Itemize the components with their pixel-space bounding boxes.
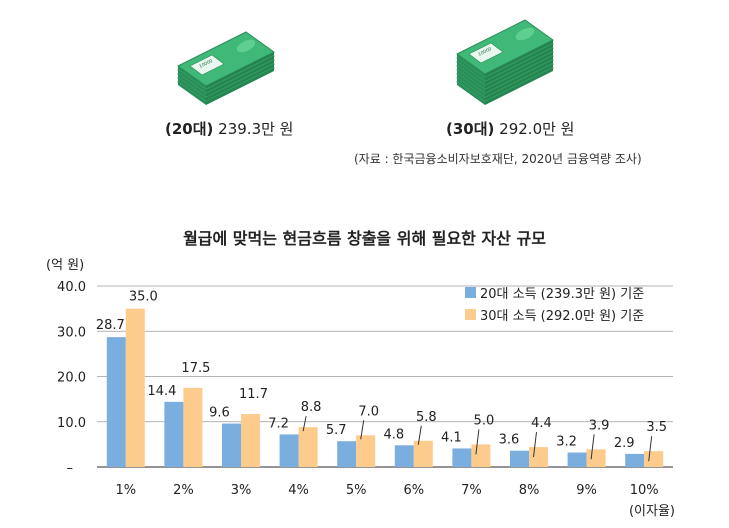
legend-label: 20대 소득 (239.3만 원) 기준 [480, 287, 644, 302]
y-tick-label: – [67, 461, 74, 476]
data-label-20s: 3.2 [556, 435, 577, 450]
y-tick-label: 40.0 [57, 280, 86, 295]
chart-title: 월급에 맞먹는 현금흐름 창출을 위해 필요한 자산 규모 [183, 229, 546, 248]
data-label-20s: 4.1 [441, 430, 462, 445]
caption-20s-value: 239.3만 원 [218, 120, 294, 138]
data-label-30s: 5.8 [416, 410, 437, 425]
bar-20s [394, 445, 414, 467]
bar-30s [586, 449, 606, 467]
bar-20s [452, 448, 472, 467]
data-label-20s: 14.4 [147, 384, 176, 399]
data-label-30s: 4.4 [531, 416, 552, 431]
caption-20s: (20대) 239.3만 원 [165, 118, 293, 139]
label-leader-line [360, 420, 365, 440]
bar-20s [106, 337, 126, 467]
data-label-30s: 35.0 [129, 290, 158, 305]
x-tick-label: 3% [231, 483, 252, 498]
data-label-30s: 5.0 [474, 413, 495, 428]
legend-label: 30대 소득 (292.0만 원) 기준 [480, 309, 644, 324]
bill-label: 10000 [477, 46, 493, 58]
data-label-20s: 3.6 [499, 433, 520, 448]
bar-30s [241, 414, 260, 467]
y-axis-label: (억 원) [46, 258, 84, 273]
caption-30s-label: (30대) [446, 120, 495, 138]
label-leader-line [590, 434, 595, 460]
bar-30s [529, 447, 548, 467]
caption-30s: (30대) 292.0만 원 [446, 118, 574, 139]
bar-30s [644, 451, 664, 467]
legend-swatch [465, 309, 476, 320]
x-tick-label: 4% [288, 483, 309, 498]
data-label-30s: 7.0 [358, 404, 379, 419]
label-leader-line [533, 432, 537, 458]
caption-20s-label: (20대) [165, 120, 214, 138]
caption-30s-value: 292.0만 원 [499, 120, 575, 138]
x-tick-label: 9% [576, 483, 597, 498]
x-tick-label: 2% [173, 483, 194, 498]
x-tick-label: 7% [461, 483, 482, 498]
bill-label: 10000 [198, 58, 214, 70]
source-note: (자료 : 한국금융소비자보호재단, 2020년 금융역량 조사) [354, 152, 642, 166]
x-tick-label: 5% [346, 483, 367, 498]
x-tick-label: 6% [403, 483, 424, 498]
y-tick-label: 10.0 [57, 416, 86, 431]
data-label-20s: 4.8 [383, 427, 404, 442]
data-label-30s: 11.7 [239, 387, 268, 402]
data-label-20s: 2.9 [614, 436, 635, 451]
bar-30s [125, 308, 145, 467]
bar-30s [471, 444, 491, 467]
data-label-20s: 7.2 [268, 416, 289, 431]
x-tick-label: 8% [519, 483, 540, 498]
label-leader-line [302, 416, 307, 432]
bar-20s [510, 450, 529, 467]
y-tick-label: 20.0 [57, 371, 86, 386]
label-leader-line [417, 425, 422, 445]
label-leader-line [475, 429, 480, 455]
bar-20s [625, 453, 645, 467]
data-label-20s: 5.7 [326, 423, 347, 438]
bar-30s [183, 387, 203, 467]
data-label-30s: 8.8 [301, 400, 322, 415]
x-tick-label: 1% [115, 483, 136, 498]
data-label-30s: 3.9 [589, 418, 610, 433]
bar-30s [356, 435, 376, 467]
bar-20s [164, 401, 184, 467]
data-label-30s: 3.5 [646, 420, 667, 435]
bar-20s [222, 423, 241, 467]
bar-30s [298, 427, 318, 467]
bar-30s [413, 440, 433, 467]
label-leader-line [648, 436, 653, 462]
bar-20s [337, 441, 357, 467]
y-tick-label: 30.0 [57, 325, 86, 340]
x-tick-label: 10% [630, 483, 659, 498]
data-label-20s: 28.7 [96, 318, 125, 333]
money-stack-30s-icon: 10000 [456, 19, 554, 105]
x-axis-label: (이자율) [629, 504, 675, 519]
bar-20s [567, 452, 587, 467]
data-label-20s: 9.6 [209, 406, 230, 421]
data-label-30s: 17.5 [181, 361, 210, 376]
money-stack-20s-icon: 10000 [177, 31, 275, 105]
legend-swatch [465, 287, 476, 298]
bar-20s [279, 434, 299, 467]
